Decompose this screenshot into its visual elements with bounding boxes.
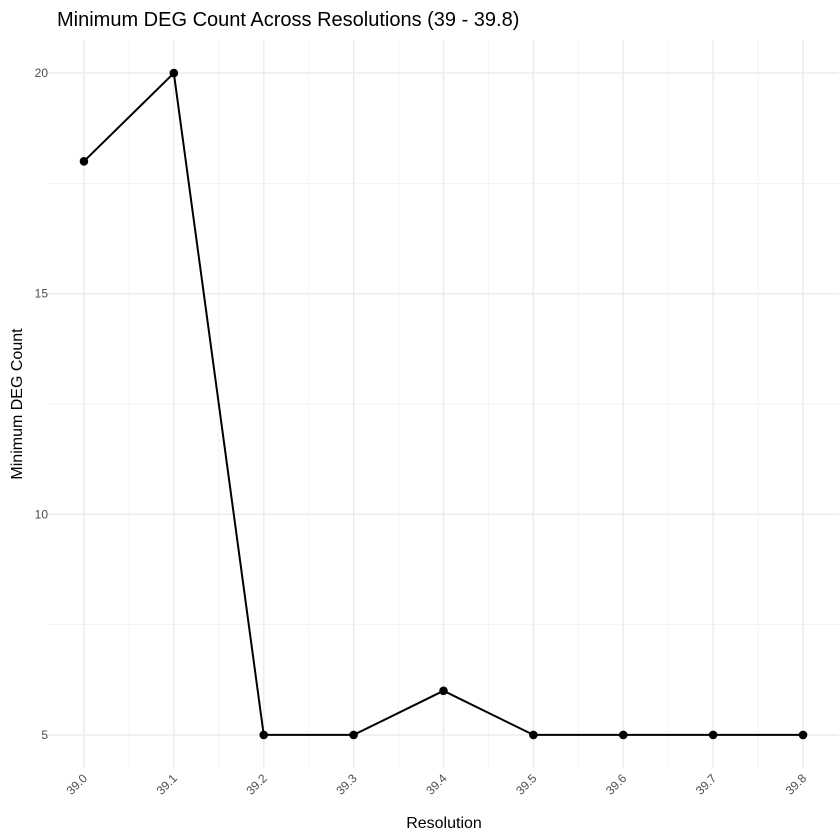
x-tick-label: 39.1	[154, 771, 181, 798]
y-tick-label: 15	[35, 287, 49, 301]
data-point	[169, 68, 179, 78]
data-point	[708, 730, 718, 740]
data-point	[259, 730, 269, 740]
x-tick-label: 39.5	[513, 771, 540, 798]
x-tick-label: 39.2	[243, 771, 270, 798]
data-point	[618, 730, 628, 740]
data-point	[439, 686, 448, 696]
y-tick-label: 20	[35, 66, 49, 80]
data-point	[79, 157, 89, 166]
y-axis-ticks: 5 10 15 20	[35, 66, 49, 742]
x-tick-label: 39.0	[64, 771, 91, 798]
x-axis-ticks: 39.0 39.1 39.2 39.3 39.4 39.5 39.6 39.7 39.8	[64, 771, 810, 798]
y-tick-label: 5	[41, 728, 48, 742]
x-tick-label: 39.7	[693, 771, 720, 798]
chart-title: Minimum DEG Count Across Resolutions (39…	[57, 9, 519, 31]
data-point	[349, 730, 358, 740]
x-axis-title: Resolution	[406, 815, 482, 832]
y-axis-title: Minimum DEG Count	[9, 328, 26, 480]
y-tick-label: 10	[35, 507, 49, 521]
x-tick-label: 39.4	[423, 771, 450, 798]
grid	[48, 40, 839, 768]
x-tick-label: 39.6	[603, 771, 630, 798]
data-points	[79, 68, 808, 740]
x-tick-label: 39.8	[783, 771, 810, 798]
data-point	[798, 730, 808, 740]
x-tick-label: 39.3	[333, 771, 360, 798]
data-point	[529, 730, 538, 740]
